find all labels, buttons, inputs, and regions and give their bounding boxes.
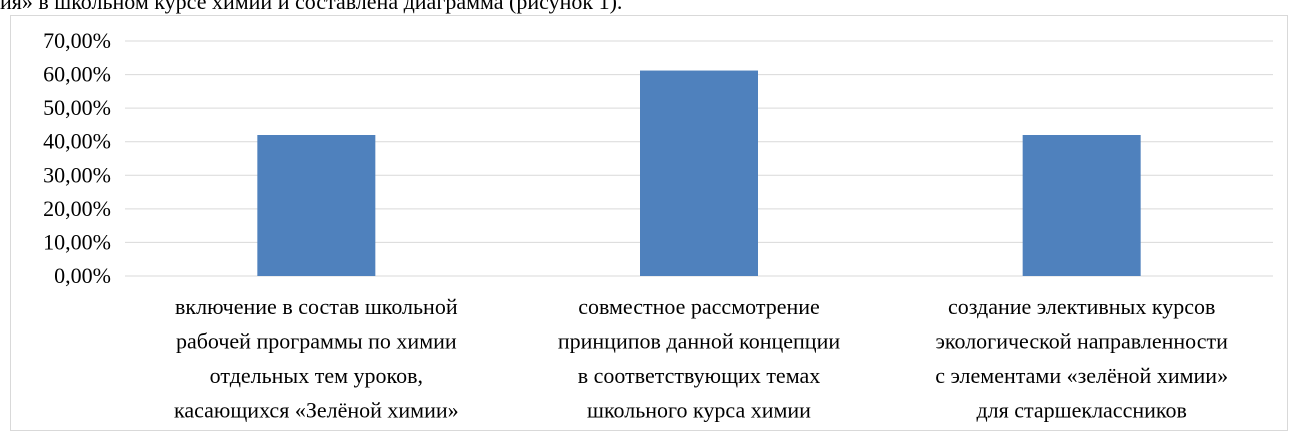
y-tick-label: 20,00%: [43, 196, 111, 221]
y-tick-label: 60,00%: [43, 62, 111, 87]
bar: [640, 70, 758, 276]
bar: [257, 135, 376, 276]
x-category-label: создание элективных курсов экологической …: [935, 294, 1228, 423]
y-tick-label: 10,00%: [43, 229, 111, 254]
bar-chart: 0,00% 10,00% 20,00% 30,00% 40,00% 50,00% 60,00…: [43, 28, 1273, 423]
y-tick-label: 0,00%: [54, 263, 111, 288]
chart-area: 0,00% 10,00% 20,00% 30,00% 40,00% 50,00% 60,00…: [10, 15, 1288, 431]
bar: [1022, 135, 1141, 276]
x-category-label: совместное рассмотрение принципов данной …: [558, 294, 841, 423]
x-category-label: включение в состав школьной рабочей прогр…: [174, 294, 459, 423]
y-tick-label: 30,00%: [43, 162, 111, 187]
y-tick-label: 70,00%: [43, 28, 111, 53]
document-text-line: ия» в школьном курсе химии и составлена …: [0, 0, 623, 14]
y-tick-label: 50,00%: [43, 95, 111, 120]
y-tick-label: 40,00%: [43, 129, 111, 154]
